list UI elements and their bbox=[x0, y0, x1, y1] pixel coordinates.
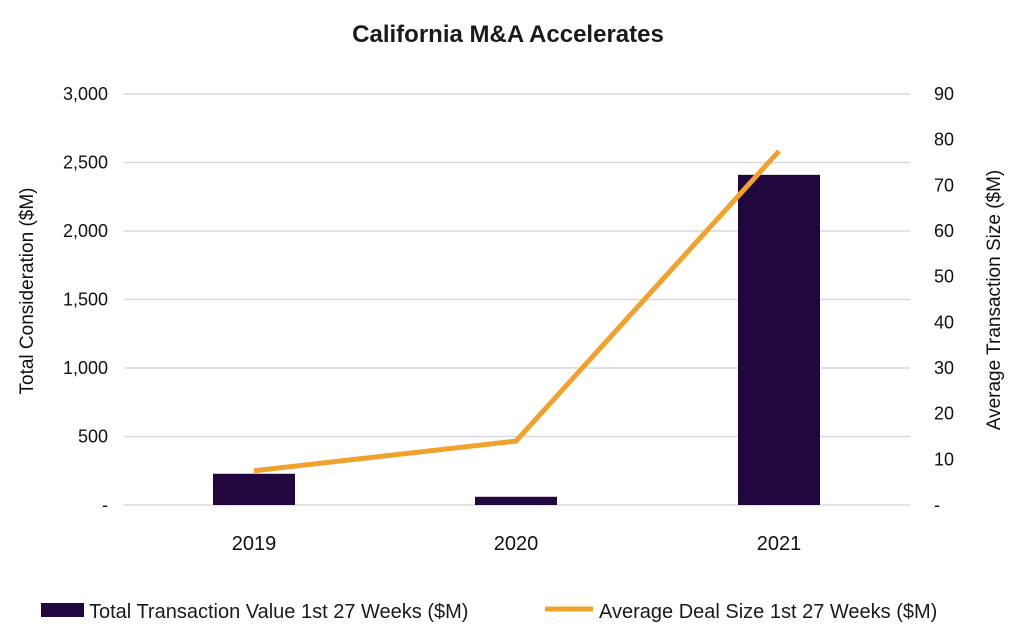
left-tick-label: 3,000 bbox=[63, 84, 108, 104]
category-label: 2020 bbox=[494, 533, 539, 555]
category-label: 2021 bbox=[757, 533, 802, 555]
right-tick-label: 50 bbox=[934, 267, 954, 287]
right-tick-label: 80 bbox=[934, 130, 954, 150]
right-tick-label: 10 bbox=[934, 449, 954, 469]
left-tick-label: - bbox=[102, 495, 108, 515]
left-tick-label: 500 bbox=[78, 427, 108, 447]
legend-line-label: Average Deal Size 1st 27 Weeks ($M) bbox=[599, 601, 937, 623]
category-labels: 2019 2020 2021 bbox=[232, 533, 802, 555]
right-tick-label: 60 bbox=[934, 221, 954, 241]
right-tick-label: 30 bbox=[934, 358, 954, 378]
bar-2019 bbox=[213, 473, 295, 505]
left-tick-label: 2,500 bbox=[63, 153, 108, 173]
bar-2021 bbox=[738, 174, 820, 505]
category-label: 2019 bbox=[232, 533, 277, 555]
bar-series bbox=[213, 174, 820, 505]
right-axis-title: Average Transaction Size ($M) bbox=[984, 170, 1005, 431]
left-axis-title: Total Consideration ($M) bbox=[17, 188, 38, 395]
legend: Total Transaction Value 1st 27 Weeks ($M… bbox=[41, 601, 937, 623]
legend-bar-label: Total Transaction Value 1st 27 Weeks ($M… bbox=[89, 601, 468, 623]
bar-2020 bbox=[475, 496, 557, 505]
left-tick-label: 1,000 bbox=[63, 358, 108, 378]
chart-title: California M&A Accelerates bbox=[352, 21, 664, 48]
left-tick-label: 1,500 bbox=[63, 290, 108, 310]
left-tick-label: 2,000 bbox=[63, 221, 108, 241]
right-tick-label: 20 bbox=[934, 404, 954, 424]
right-tick-label: 70 bbox=[934, 175, 954, 195]
right-tick-label: 90 bbox=[934, 84, 954, 104]
average-deal-size-line bbox=[253, 149, 781, 474]
right-axis-ticks: - 10 20 30 40 50 60 70 80 90 bbox=[934, 84, 954, 515]
left-axis-ticks: - 500 1,000 1,500 2,000 2,500 3,000 bbox=[63, 84, 108, 515]
legend-bar-swatch bbox=[41, 603, 84, 617]
line-series bbox=[253, 149, 781, 474]
right-tick-label: 40 bbox=[934, 312, 954, 332]
right-tick-label: - bbox=[934, 495, 940, 515]
